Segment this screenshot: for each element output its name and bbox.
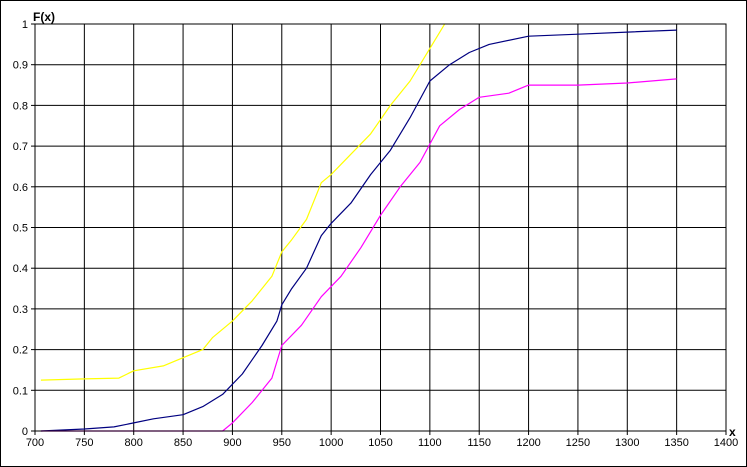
y-tick-label: 1 [22, 19, 28, 31]
x-tick-label: 1250 [566, 437, 590, 449]
y-tick-label: 0.9 [13, 60, 28, 72]
x-tick-label: 750 [75, 437, 93, 449]
y-tick-label: 0.1 [13, 385, 28, 397]
x-tick-label: 900 [223, 437, 241, 449]
y-tick-label: 0 [22, 426, 28, 438]
series-line-1 [40, 23, 446, 381]
series-layer [40, 23, 677, 432]
y-tick-label: 0.4 [13, 263, 28, 275]
x-tick-label: 1400 [714, 437, 738, 449]
y-tick-label: 0.7 [13, 141, 28, 153]
x-tick-label: 1050 [368, 437, 392, 449]
y-tick-label: 0.6 [13, 182, 28, 194]
x-tick-label: 1200 [516, 437, 540, 449]
y-tick-label: 0.5 [13, 223, 28, 235]
x-tick-label: 950 [273, 437, 291, 449]
x-tick-label: 700 [26, 437, 44, 449]
x-tick-label: 1000 [319, 437, 343, 449]
series-line-2 [40, 29, 677, 432]
x-tick-label: 1100 [418, 437, 442, 449]
y-tick-label: 0.8 [13, 100, 28, 112]
x-tick-label: 1150 [467, 437, 491, 449]
x-tick-label: 1300 [615, 437, 639, 449]
tick-labels: 700 750 800 850 900 950 1000 1050 1100 1150 1200 12… [13, 19, 739, 449]
y-axis-title: F(x) [33, 10, 55, 24]
x-tick-label: 1350 [664, 437, 688, 449]
x-tick-label: 850 [174, 437, 192, 449]
y-tick-label: 0.3 [13, 304, 28, 316]
y-tick-label: 0.2 [13, 345, 28, 357]
series-line-3 [40, 78, 677, 432]
x-axis-title: x [729, 425, 736, 439]
x-tick-label: 800 [125, 437, 143, 449]
axes [31, 23, 727, 435]
